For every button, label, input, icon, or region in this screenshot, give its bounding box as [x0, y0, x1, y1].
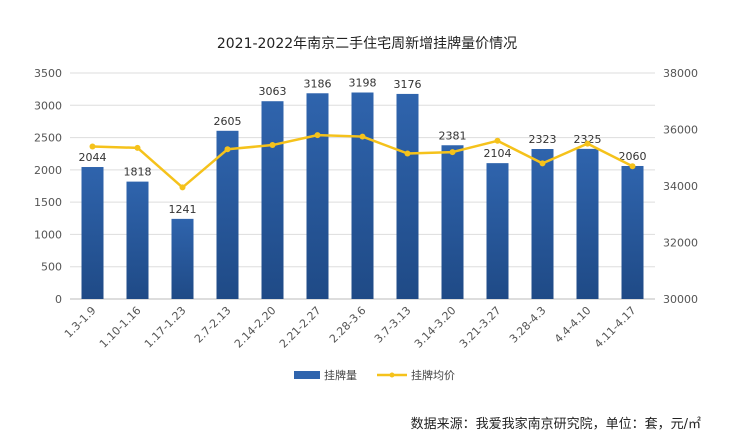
y-axis-right: 30000 32000 34000 36000 38000 [663, 67, 698, 306]
bar-data-label: 2605 [214, 115, 242, 128]
x-tick-label: 1.3-1.9 [62, 304, 99, 341]
y-left-tick-label: 1500 [34, 196, 62, 209]
bar [441, 145, 464, 299]
bar [531, 149, 554, 299]
bar-data-label: 3176 [394, 78, 422, 91]
x-tick-label: 3.14-3.20 [412, 304, 459, 351]
price-point [404, 150, 411, 157]
price-point [134, 144, 141, 151]
x-tick-label: 2.28-3.6 [327, 304, 369, 346]
bar-data-label: 2323 [529, 133, 557, 146]
price-point [89, 143, 96, 150]
x-tick-label: 3.21-3.27 [457, 304, 504, 351]
bar [576, 148, 599, 299]
y-right-tick-label: 36000 [663, 124, 698, 137]
y-axis-left: 0 500 1000 1500 2000 2500 3000 3500 [34, 67, 62, 306]
bar [396, 93, 419, 299]
x-tick-label: 2.7-2.13 [192, 304, 234, 346]
bar-data-label: 1818 [124, 166, 152, 179]
y-right-tick-label: 30000 [663, 293, 698, 306]
bar [486, 163, 509, 299]
x-tick-label: 1.17-1.23 [142, 304, 189, 351]
price-point [629, 163, 636, 170]
y-right-tick-label: 32000 [663, 237, 698, 250]
x-tick-label: 3.7-3.13 [372, 304, 414, 346]
legend-bar-swatch [294, 371, 320, 379]
y-left-tick-label: 1000 [34, 228, 62, 241]
y-left-tick-label: 2500 [34, 132, 62, 145]
price-point [224, 146, 231, 153]
y-right-tick-label: 38000 [663, 67, 698, 80]
bar-data-label: 1241 [169, 203, 197, 216]
bar-data-label: 3198 [349, 77, 377, 90]
price-point [539, 160, 546, 167]
y-left-tick-label: 3500 [34, 67, 62, 80]
bar-data-label: 2044 [79, 151, 107, 164]
x-tick-label: 1.10-1.16 [97, 304, 144, 351]
price-point [269, 142, 276, 149]
bar [351, 92, 374, 299]
bar [261, 101, 284, 299]
line-series [89, 132, 636, 191]
price-point [314, 132, 321, 139]
price-point [359, 133, 366, 140]
x-tick-label: 2.14-2.20 [232, 304, 279, 351]
price-point [179, 184, 186, 191]
y-left-tick-label: 3000 [34, 99, 62, 112]
bar [126, 181, 149, 299]
bar [216, 130, 239, 299]
bar-data-label: 2381 [439, 129, 467, 142]
price-point [494, 137, 501, 144]
price-point [584, 140, 591, 147]
legend-line-marker [389, 372, 395, 378]
price-point [449, 149, 456, 156]
bar-data-label: 2104 [484, 147, 512, 160]
bar [621, 165, 644, 299]
y-left-tick-label: 2000 [34, 164, 62, 177]
y-left-tick-label: 0 [55, 293, 62, 306]
bar-data-label: 3063 [259, 85, 287, 98]
bar [306, 93, 329, 300]
bar-data-label: 2325 [574, 133, 602, 146]
legend-line-label: 挂牌均价 [411, 368, 455, 382]
chart-title: 2021-2022年南京二手住宅周新增挂牌量价情况 [217, 35, 517, 52]
bar-data-label: 3186 [304, 77, 332, 90]
legend: 挂牌量 挂牌均价 [294, 368, 455, 382]
x-tick-label: 4.11-4.17 [592, 304, 639, 351]
bar [171, 218, 194, 299]
x-tick-label: 4.4-4.10 [552, 304, 594, 346]
x-tick-label: 2.21-2.27 [277, 304, 324, 351]
x-tick-label: 3.28-4.3 [507, 304, 549, 346]
legend-bar-label: 挂牌量 [324, 368, 357, 382]
x-axis: 1.3-1.91.10-1.161.17-1.23 2.7-2.132.14-2.… [62, 304, 639, 351]
y-left-tick-label: 500 [41, 261, 62, 274]
bar-data-label: 2060 [619, 150, 647, 163]
y-right-tick-label: 34000 [663, 180, 698, 193]
bar-series: 2044 1818 1241 2605 3063 3186 3198 3176 2381 2104… [79, 77, 647, 300]
bar [81, 167, 104, 299]
source-note: 数据来源：我爱我家南京研究院，单位：套，元/㎡ [410, 417, 701, 432]
